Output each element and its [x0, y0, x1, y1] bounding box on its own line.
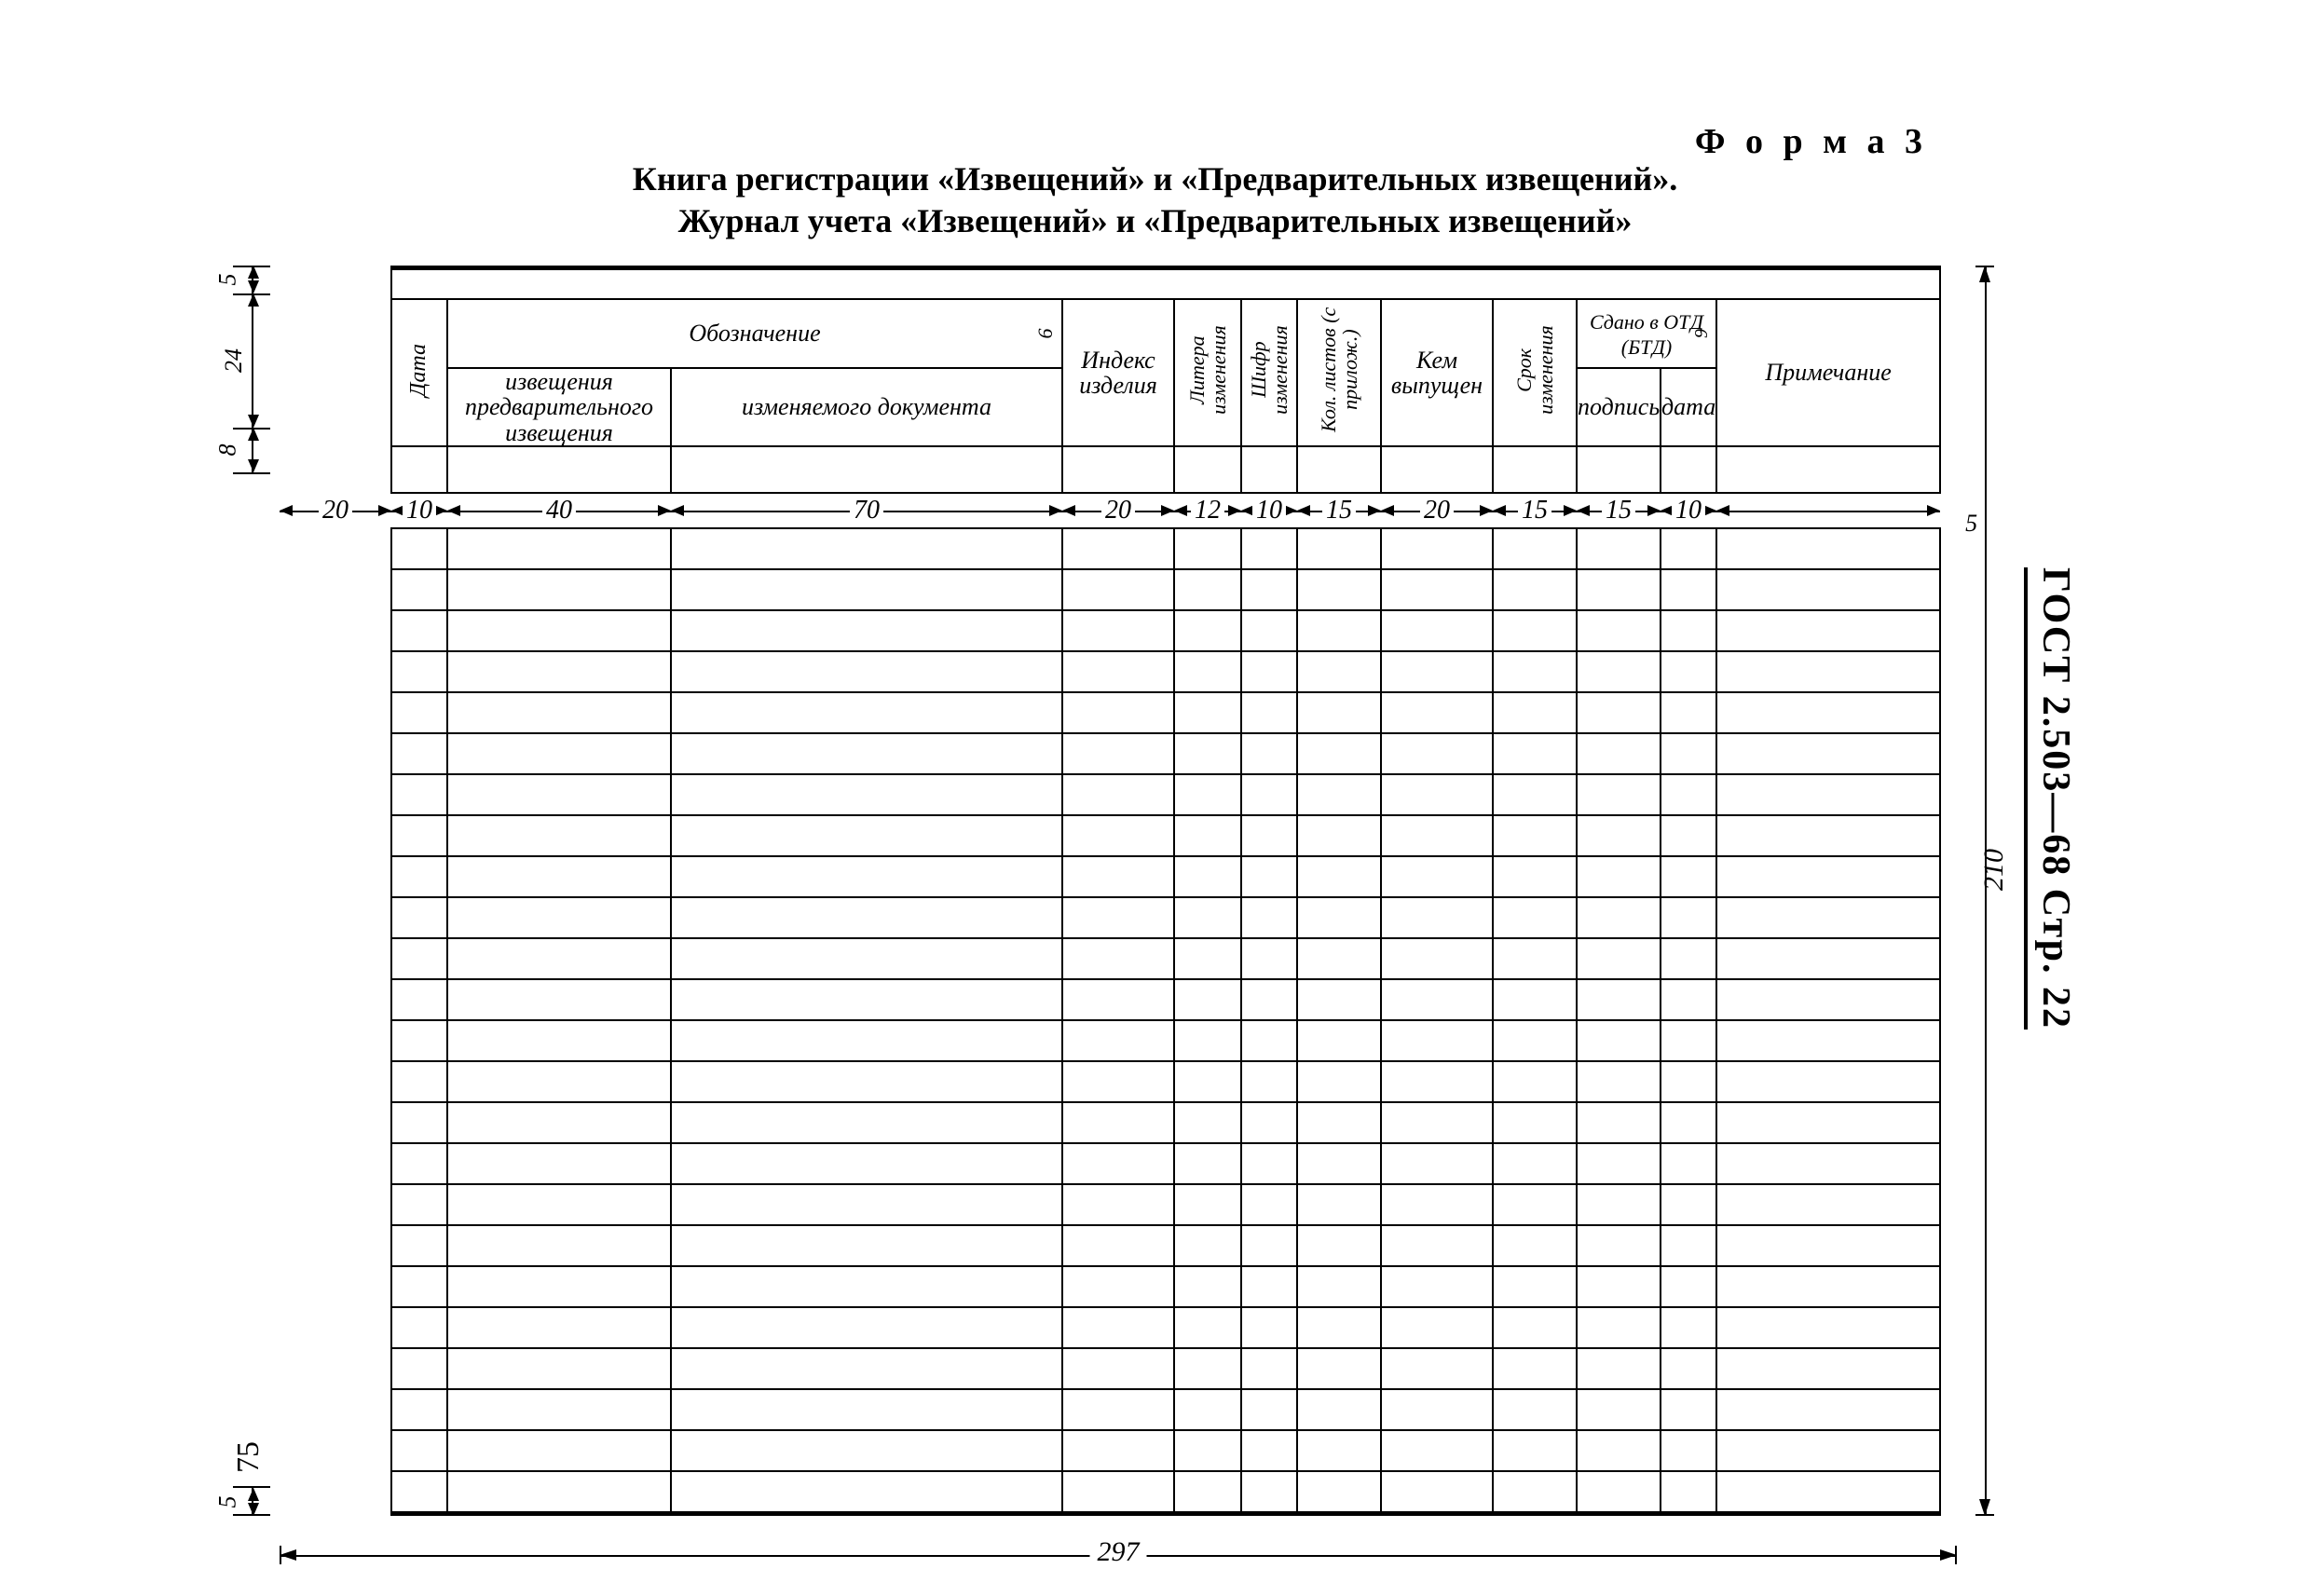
col-index: Индекс изделия	[1062, 299, 1174, 446]
col-designation-notice: извещения предварительного извещения	[447, 368, 671, 446]
table-row	[280, 733, 1940, 774]
table-row	[280, 1225, 1940, 1266]
dim-c1: 10	[403, 496, 436, 525]
table-row	[280, 897, 1940, 938]
table-row	[280, 815, 1940, 856]
col-date: Дата	[391, 299, 447, 446]
col-designation-doc: изменяемого документа	[671, 368, 1062, 446]
table-row	[280, 1143, 1940, 1184]
table-row	[280, 651, 1940, 692]
table-row	[280, 528, 1940, 569]
table-row	[280, 1471, 1940, 1514]
table-row	[280, 1348, 1940, 1389]
table-row	[280, 1102, 1940, 1143]
font-mark-9: 9	[1692, 325, 1712, 342]
dim-c5: 12	[1191, 496, 1224, 525]
table-row	[280, 1061, 1940, 1102]
table-row	[280, 1389, 1940, 1430]
table-row	[280, 1184, 1940, 1225]
dim-c7: 15	[1322, 496, 1356, 525]
col-issued-by: Кем выпущен	[1381, 299, 1493, 446]
page-number: 75	[231, 1441, 267, 1473]
dim-v-24: 24	[220, 348, 248, 373]
col-litera: Литера изменения	[1174, 299, 1241, 446]
table-row	[280, 938, 1940, 979]
dim-c3: 70	[850, 496, 883, 525]
registration-form-table: Дата Обозначение 6 Индекс изделия Литера…	[280, 266, 1941, 1516]
forma-label: Ф о р м а 3	[1695, 121, 1928, 162]
col-note: Примечание	[1716, 299, 1940, 446]
dim-c11: 10	[1672, 496, 1705, 525]
col-date2: дата	[1661, 368, 1716, 446]
dim-c6: 10	[1252, 496, 1286, 525]
dim-v-8: 8	[214, 444, 242, 457]
dim-height-210: 210	[1968, 266, 2005, 1516]
table-row	[280, 1020, 1940, 1061]
col-sheets: Кол. листов (с прилож.)	[1297, 299, 1381, 446]
dim-c2: 40	[542, 496, 576, 525]
dim-v-5-bot: 5	[214, 1495, 242, 1507]
col-term: Срок изменения	[1493, 299, 1577, 446]
dim-c8: 20	[1420, 496, 1454, 525]
table-row	[280, 1266, 1940, 1307]
form-sheet: 5 24 8	[280, 266, 1957, 1516]
font-mark-6: 6	[1034, 325, 1056, 343]
table-row	[280, 774, 1940, 815]
title-line-1: Книга регистрации «Извещений» и «Предвар…	[0, 158, 2310, 200]
table-row	[280, 569, 1940, 610]
table-row	[280, 1307, 1940, 1348]
dim-c4: 20	[1101, 496, 1135, 525]
col-designation-group: Обозначение 6	[447, 299, 1062, 368]
standard-side-text: ГОСТ 2.503—68 Стр. 22	[2034, 567, 2077, 1030]
dim-margin-20: 20	[319, 496, 352, 525]
dim-c10: 15	[1602, 496, 1635, 525]
dim-c9: 15	[1518, 496, 1551, 525]
drawing-area: 5 24 8	[280, 266, 1957, 1570]
dim-width-297: 297	[280, 1542, 1957, 1570]
column-width-dimensions: 20 10 40 70 20 12 10 15 20	[280, 493, 1940, 528]
table-body	[280, 528, 1940, 1514]
standard-side-label: ГОСТ 2.503—68 Стр. 22	[2024, 567, 2078, 1030]
title-line-2: Журнал учета «Извещений» и «Предваритель…	[0, 200, 2310, 242]
col-handed-group: Сдано в ОТД (БТД) 9	[1577, 299, 1716, 368]
table-row	[280, 610, 1940, 651]
table-row	[280, 692, 1940, 733]
col-signature: подпись	[1577, 368, 1661, 446]
col-cipher: Шифр изменения	[1241, 299, 1297, 446]
table-row	[280, 1430, 1940, 1471]
page-title: Книга регистрации «Извещений» и «Предвар…	[0, 158, 2310, 242]
table-row	[280, 856, 1940, 897]
dim-v-5-top: 5	[214, 274, 242, 286]
table-row	[280, 979, 1940, 1020]
